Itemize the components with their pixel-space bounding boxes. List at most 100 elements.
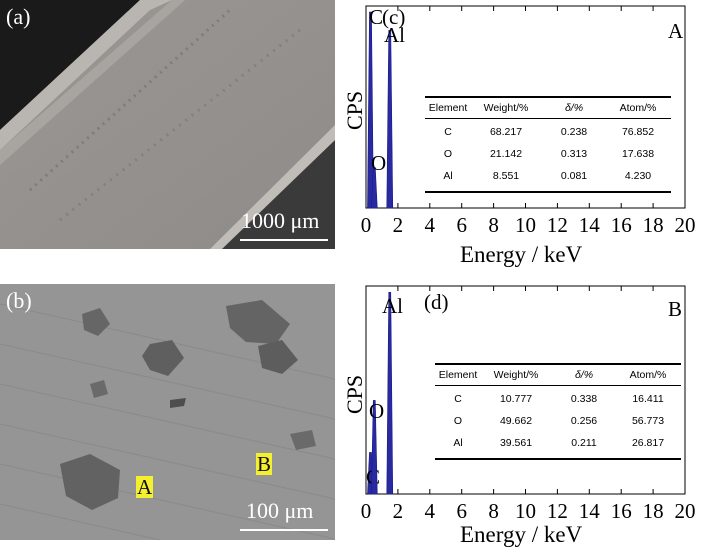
scale-bar-b bbox=[240, 529, 328, 531]
sem-image-b-graphic bbox=[0, 284, 335, 540]
table-cell: 76.852 bbox=[621, 126, 655, 138]
table-row: C 10.777 0.338 16.411 bbox=[435, 393, 681, 411]
table-header-cell: δ/% bbox=[574, 369, 594, 381]
table-cell: 68.217 bbox=[489, 126, 523, 138]
table-rule bbox=[435, 385, 681, 386]
table-header-cell: Atom/% bbox=[629, 369, 667, 381]
x-tick-label: 16 bbox=[611, 213, 632, 237]
table-cell: 4.230 bbox=[624, 170, 652, 182]
table-header-cell: Weight/% bbox=[483, 102, 529, 114]
point-marker-b: B bbox=[256, 452, 273, 476]
table-header-cell: Element bbox=[438, 369, 478, 381]
table-rule bbox=[425, 191, 671, 193]
x-tick-label: 4 bbox=[425, 213, 436, 237]
x-tick-label: 2 bbox=[393, 499, 404, 523]
x-tick-label: 8 bbox=[488, 499, 499, 523]
table-cell: Al bbox=[453, 437, 463, 449]
table-header-cell: δ/% bbox=[564, 102, 584, 114]
x-tick-label: 0 bbox=[361, 213, 372, 237]
x-tick-label: 20 bbox=[675, 213, 696, 237]
table-cell: O bbox=[443, 148, 453, 160]
composition-table-c: Element Weight/% δ/% Atom/% C 68.217 0.238 76.8… bbox=[425, 96, 671, 193]
x-tick-label: 12 bbox=[547, 213, 568, 237]
table-cell: 0.211 bbox=[571, 437, 597, 449]
table-cell: 39.561 bbox=[499, 437, 533, 449]
peak-o bbox=[370, 167, 378, 209]
scale-bar-a bbox=[240, 239, 328, 241]
panel-label-b: (b) bbox=[6, 288, 32, 313]
table-cell: 26.817 bbox=[631, 437, 665, 449]
table-row: O 49.662 0.256 56.773 bbox=[435, 415, 681, 433]
table-cell: 0.256 bbox=[570, 415, 598, 427]
sem-image-a-graphic bbox=[0, 0, 335, 249]
y-axis-label-d: CPS bbox=[342, 374, 367, 414]
x-tick-label: 8 bbox=[488, 213, 499, 237]
table-cell: O bbox=[453, 415, 463, 427]
x-tick-label: 10 bbox=[515, 499, 536, 523]
table-cell: 8.551 bbox=[492, 170, 520, 182]
sem-image-b: (b) A B 100 μm bbox=[0, 284, 335, 540]
x-tick-label: 16 bbox=[611, 499, 632, 523]
peak-o bbox=[370, 400, 378, 495]
table-cell: 49.662 bbox=[499, 415, 533, 427]
table-row: C 68.217 0.238 76.852 bbox=[425, 126, 671, 144]
peak-label-o: O bbox=[371, 151, 386, 175]
peak-al bbox=[386, 291, 394, 495]
x-tick-label: 12 bbox=[547, 499, 568, 523]
x-tick-label: 18 bbox=[643, 499, 664, 523]
table-row: Al 8.551 0.081 4.230 bbox=[425, 170, 671, 188]
x-tick-label: 2 bbox=[393, 213, 404, 237]
x-tick-label: 4 bbox=[425, 499, 436, 523]
peak-label-c: C bbox=[369, 5, 383, 29]
point-label: B bbox=[668, 297, 682, 321]
x-tick-label: 0 bbox=[361, 499, 372, 523]
x-tick-label: 6 bbox=[456, 499, 467, 523]
table-header: Element Weight/% δ/% Atom/% bbox=[425, 102, 671, 120]
x-axis-label-d: Energy / keV bbox=[460, 522, 583, 547]
table-cell: C bbox=[444, 126, 452, 138]
point-label: A bbox=[668, 19, 684, 43]
table-cell: Al bbox=[443, 170, 453, 182]
table-cell: C bbox=[454, 393, 462, 405]
eds-chart-c: 0 2 4 6 8 10 12 14 16 18 20 C O Al (c) A Energy / keV C… bbox=[340, 0, 701, 276]
scale-bar-label-b: 100 μm bbox=[246, 498, 314, 523]
peak-al bbox=[386, 29, 394, 209]
table-cell: 0.313 bbox=[560, 148, 588, 160]
table-cell: 0.081 bbox=[560, 170, 588, 182]
table-cell: 56.773 bbox=[631, 415, 665, 427]
table-rule bbox=[425, 96, 671, 98]
x-tick-label: 6 bbox=[456, 213, 467, 237]
table-cell: 21.142 bbox=[489, 148, 523, 160]
panel-label: (d) bbox=[424, 290, 449, 314]
composition-table-d: Element Weight/% δ/% Atom/% C 10.777 0.338 16.4… bbox=[435, 363, 681, 460]
point-marker-a: A bbox=[136, 475, 154, 499]
table-row: O 21.142 0.313 17.638 bbox=[425, 148, 671, 166]
scale-bar-label-a: 1000 μm bbox=[241, 208, 320, 233]
table-header-cell: Atom/% bbox=[619, 102, 657, 114]
x-tick-label: 20 bbox=[675, 499, 696, 523]
peak-label-al: Al bbox=[384, 23, 405, 47]
table-cell: 16.411 bbox=[632, 393, 664, 405]
table-cell: 0.338 bbox=[570, 393, 598, 405]
table-row: Al 39.561 0.211 26.817 bbox=[435, 437, 681, 455]
y-axis-label-c: CPS bbox=[342, 90, 367, 130]
table-header-cell: Weight/% bbox=[493, 369, 539, 381]
table-rule bbox=[435, 363, 681, 365]
table-rule bbox=[425, 118, 671, 119]
sem-image-a: (a) 1000 μm bbox=[0, 0, 335, 249]
panel-label: (c) bbox=[382, 5, 405, 29]
table-header-cell: Element bbox=[428, 102, 468, 114]
x-tick-label: 18 bbox=[643, 213, 664, 237]
peak-label-al: Al bbox=[382, 294, 403, 318]
x-axis-label-c: Energy / keV bbox=[460, 242, 583, 267]
x-tick-label: 14 bbox=[579, 213, 601, 237]
table-header: Element Weight/% δ/% Atom/% bbox=[435, 369, 681, 387]
table-cell: 10.777 bbox=[499, 393, 533, 405]
table-cell: 17.638 bbox=[621, 148, 655, 160]
table-rule bbox=[435, 458, 681, 460]
x-tick-label: 10 bbox=[515, 213, 536, 237]
panel-label-a: (a) bbox=[6, 4, 31, 29]
